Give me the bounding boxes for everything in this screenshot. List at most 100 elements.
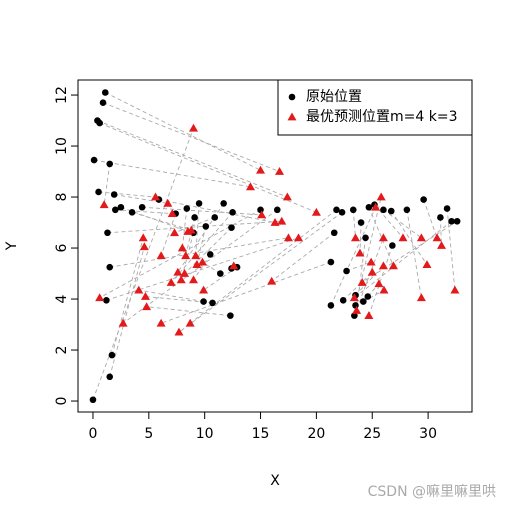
point [95, 293, 105, 302]
point [104, 229, 111, 237]
point [197, 257, 207, 266]
point [330, 229, 338, 237]
point [99, 99, 107, 106]
point [360, 298, 367, 305]
point [349, 206, 357, 214]
point [256, 165, 266, 174]
point [138, 203, 146, 211]
point [374, 279, 384, 288]
point [176, 275, 186, 284]
link-line [363, 289, 385, 302]
point [270, 218, 280, 226]
point [378, 261, 388, 270]
point [388, 261, 398, 270]
link-line [98, 191, 156, 198]
y-tick-label: 8 [54, 193, 70, 202]
point [156, 318, 166, 327]
point [189, 275, 199, 284]
link-line [138, 289, 204, 303]
point [209, 299, 216, 307]
link-line [330, 207, 377, 306]
point [185, 318, 195, 327]
point [181, 251, 191, 260]
point [371, 202, 381, 211]
link-line [361, 220, 458, 283]
legend-marker [287, 112, 297, 121]
link-line [145, 296, 213, 304]
point [183, 205, 191, 212]
point [163, 198, 173, 207]
x-tick-label: 20 [307, 426, 325, 442]
link-line [423, 199, 438, 238]
point [110, 191, 118, 198]
link-line [103, 163, 111, 205]
point [378, 233, 388, 242]
link-line [94, 159, 251, 188]
point [420, 196, 427, 203]
point [139, 242, 149, 251]
point [448, 217, 455, 225]
point [380, 206, 387, 214]
x-axis-label: X [270, 473, 280, 489]
point [138, 233, 148, 242]
link-line [195, 203, 200, 256]
plot-frame [77, 79, 473, 413]
point [180, 269, 190, 277]
point [220, 200, 227, 207]
point [186, 225, 196, 234]
point [106, 263, 114, 271]
link-line [122, 209, 278, 324]
y-tick-label: 12 [54, 86, 70, 104]
point [365, 203, 373, 211]
point [453, 217, 461, 225]
link-line [189, 209, 337, 324]
link-line [356, 237, 366, 311]
link-line [439, 217, 442, 246]
link-line [142, 206, 262, 216]
point [202, 223, 210, 230]
point [398, 233, 408, 242]
legend-box [277, 79, 473, 136]
x-tick-label: 15 [252, 426, 270, 442]
link-line [131, 211, 192, 231]
point [416, 233, 426, 242]
point [95, 188, 102, 196]
point [173, 267, 183, 276]
point [191, 214, 198, 221]
point [117, 203, 125, 211]
point [311, 207, 321, 216]
point [327, 258, 335, 266]
point [357, 219, 365, 226]
point [227, 312, 234, 319]
point [367, 267, 377, 276]
y-tick-label: 6 [54, 244, 70, 253]
point [151, 192, 161, 201]
point [352, 306, 362, 314]
point [195, 200, 203, 207]
point [267, 276, 277, 285]
link-line [158, 199, 276, 223]
point [103, 297, 110, 304]
point [376, 192, 386, 201]
point [422, 260, 432, 268]
link-line [271, 232, 335, 282]
point [283, 233, 293, 242]
point [351, 312, 358, 319]
point [112, 206, 119, 214]
y-tick-label: 10 [54, 137, 70, 155]
point [167, 209, 177, 217]
legend-label: 最优预测位置m=4 k=3 [306, 109, 457, 125]
link-line [107, 220, 282, 234]
point [349, 293, 359, 302]
x-tick-label: 25 [363, 426, 381, 442]
y-axis-label: Y [4, 241, 20, 251]
point [192, 260, 202, 268]
point [170, 228, 180, 237]
link-line [184, 227, 232, 274]
link-line [174, 217, 215, 234]
point [166, 277, 176, 286]
link-line [193, 254, 211, 281]
link-line [346, 261, 372, 272]
point [89, 396, 97, 404]
